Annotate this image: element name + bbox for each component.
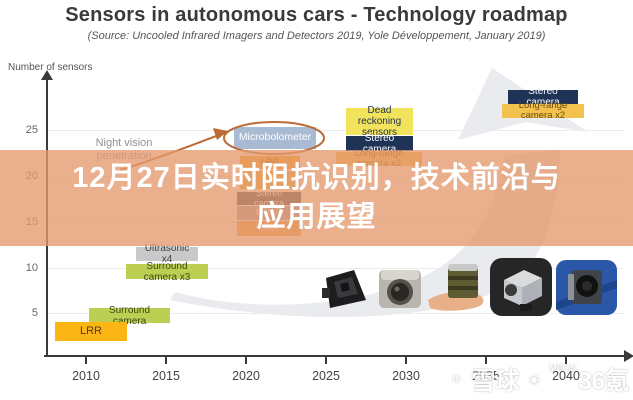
overlay-banner: 12月27日实时阻抗识别，技术前沿与应用展望 (0, 150, 633, 246)
overlay-title: 12月27日实时阻抗识别，技术前沿与应用展望 (72, 161, 561, 233)
y-axis-arrow-icon (41, 70, 53, 80)
sensor-box-dead-reckoning: Dead reckoning sensors (346, 105, 413, 138)
snowball-logo-icon: ❅ (445, 367, 468, 390)
x-tickmark (85, 357, 87, 364)
sensor-box-stereo-right: Stereo camera (508, 86, 578, 108)
camera-module-photo (379, 270, 421, 308)
y-axis-label: Number of sensors (8, 62, 93, 73)
sensor-box-surround: Surround camera (89, 305, 170, 327)
sensor-box-longrange-right: Long-range camera x2 (502, 100, 584, 121)
y-tick-5: 5 (31, 307, 38, 319)
sensor-box-ultrasonic: Ultrasonic x4 (136, 243, 198, 265)
windshield-camera-mount-photo (322, 270, 366, 308)
x-tickmark (565, 357, 567, 364)
sensor-box-microbolometer: Microbolometer (234, 127, 316, 149)
lidar-in-hand-photo (428, 264, 484, 311)
x-axis-arrow-icon (624, 350, 633, 362)
x-tick-2020: 2020 (232, 369, 260, 383)
x-tick-2030: 2030 (392, 369, 420, 383)
watermark-brand2: 36氪 (578, 368, 629, 395)
x-tickmark (245, 357, 247, 364)
x-tick-2040: 2040 (552, 369, 580, 383)
x-tick-2010: 2010 (72, 369, 100, 383)
watermark-brand1: 雪球 (471, 368, 520, 395)
x-tickmark (165, 357, 167, 364)
y-tick-10: 10 (25, 262, 38, 274)
page-title: Sensors in autonomous cars - Technology … (65, 4, 568, 26)
sensor-box-stereo-mid: Stereo camera (346, 133, 413, 155)
x-tick-2035: 2035 (472, 369, 500, 383)
gridline-25 (48, 130, 624, 131)
x-axis-line (44, 355, 626, 357)
x-tick-2025: 2025 (312, 369, 340, 383)
x-tick-2015: 2015 (152, 369, 180, 383)
camera-logo-icon: ◉ (523, 367, 546, 390)
sensor-box-surround-x3: Surround camera x3 (126, 261, 208, 283)
x-tickmark (485, 357, 487, 364)
gridline-10 (48, 268, 624, 269)
source-subtitle: (Source: Uncooled Infrared Imagers and D… (87, 30, 546, 42)
x-tickmark (405, 357, 407, 364)
x-tickmark (325, 357, 327, 364)
sensor-box-lrr-left: LRR (55, 322, 127, 341)
watermark: ❅ 雪球 ◉ MEMS 36氪 (445, 361, 629, 396)
y-tick-25: 25 (25, 124, 38, 136)
radar-sensor-photo (556, 260, 617, 315)
watermark-small-text: MEMS (549, 363, 577, 373)
thermal-camera-render-photo (490, 258, 552, 316)
